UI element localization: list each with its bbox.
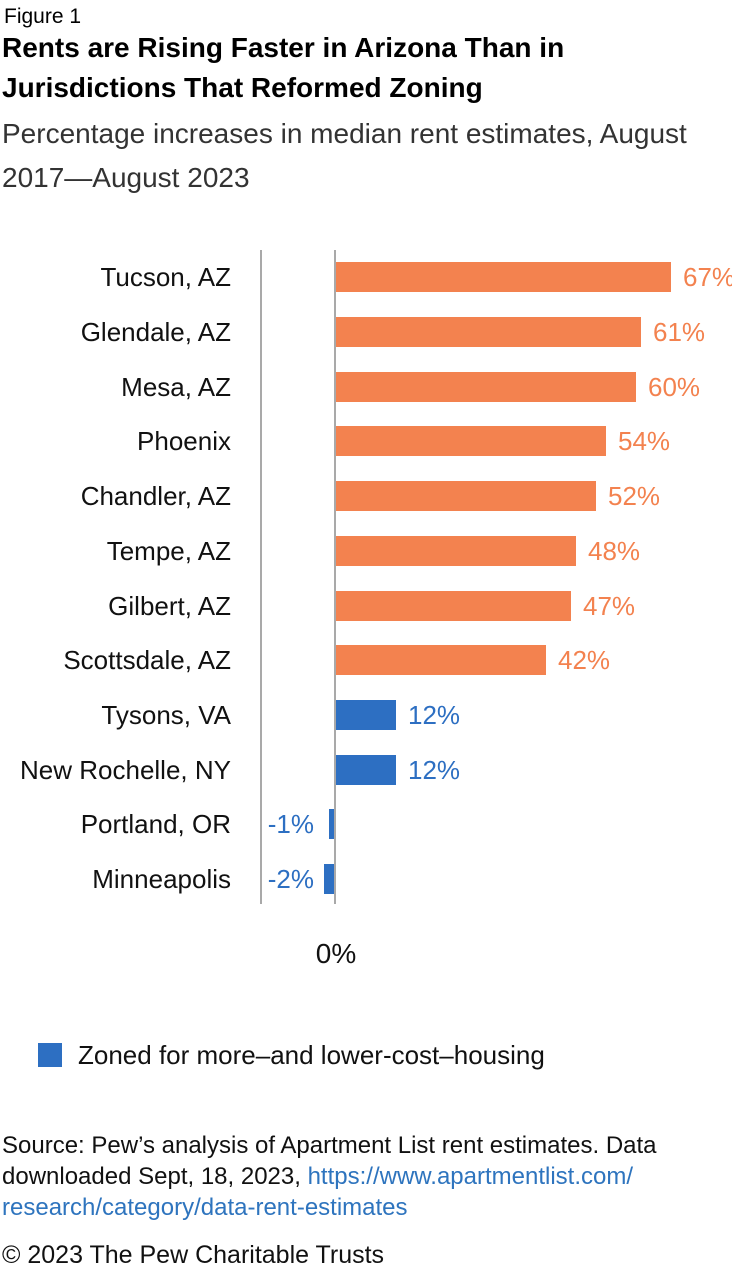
category-label-phoenix: Phoenix — [137, 426, 231, 456]
source-line1: Source: Pew’s analysis of Apartment List… — [2, 1132, 657, 1159]
value-label-gilbert-az: 47% — [583, 591, 636, 621]
source-link-domain[interactable]: https://www.apartmentlist.com/ — [307, 1163, 634, 1190]
bar-gilbert-az — [336, 591, 571, 621]
category-label-portland-or: Portland, OR — [80, 809, 231, 839]
category-label-mesa-az: Mesa, AZ — [121, 372, 231, 402]
source-link-path[interactable]: research/category/data-rent-estimates — [2, 1194, 408, 1221]
category-label-minneapolis: Minneapolis — [92, 864, 231, 894]
value-label-phoenix: 54% — [618, 426, 671, 456]
bar-minneapolis — [324, 864, 334, 894]
bar-tysons-va — [336, 700, 396, 730]
copyright: © 2023 The Pew Charitable Trusts — [2, 1241, 385, 1269]
value-label-tucson-az: 67% — [683, 262, 732, 292]
value-label-new-rochelle-ny: 12% — [408, 755, 461, 785]
category-label-new-rochelle-ny: New Rochelle, NY — [20, 755, 231, 785]
figure-label: Figure 1 — [4, 5, 82, 28]
value-label-tempe-az: 48% — [588, 536, 641, 566]
zero-baseline — [334, 250, 336, 904]
zero-tick-label: 0% — [315, 938, 357, 969]
chart-subtitle: Percentage increases in median rent esti… — [2, 118, 687, 193]
bar-glendale-az — [336, 317, 641, 347]
source-note: Source: Pew’s analysis of Apartment List… — [2, 1130, 712, 1223]
bar-chandler-az — [336, 481, 596, 511]
value-label-tysons-va: 12% — [408, 700, 461, 730]
source-line2-text: downloaded Sept, 18, 2023, — [2, 1163, 308, 1190]
value-label-mesa-az: 60% — [648, 372, 701, 402]
value-label-glendale-az: 61% — [653, 317, 706, 347]
bar-phoenix — [336, 426, 606, 456]
value-label-minneapolis: -2% — [267, 864, 314, 894]
category-label-tucson-az: Tucson, AZ — [100, 262, 231, 292]
category-label-chandler-az: Chandler, AZ — [80, 481, 231, 511]
legend-label: Zoned for more–and lower-cost–housing — [78, 1040, 545, 1070]
category-label-glendale-az: Glendale, AZ — [80, 317, 231, 347]
value-label-portland-or: -1% — [267, 809, 314, 839]
chart-title: Rents are Rising Faster in Arizona Than … — [2, 32, 565, 103]
category-label-tysons-va: Tysons, VA — [101, 700, 231, 730]
bar-scottsdale-az — [336, 645, 546, 675]
bar-new-rochelle-ny — [336, 755, 396, 785]
category-label-scottsdale-az: Scottsdale, AZ — [63, 645, 231, 675]
category-label-gilbert-az: Gilbert, AZ — [108, 591, 231, 621]
legend-swatch-icon — [38, 1043, 62, 1067]
bar-portland-or — [329, 809, 334, 839]
value-label-scottsdale-az: 42% — [558, 645, 611, 675]
bar-tucson-az — [336, 262, 671, 292]
bar-tempe-az — [336, 536, 576, 566]
y-axis-line — [260, 250, 262, 904]
category-label-tempe-az: Tempe, AZ — [106, 536, 231, 566]
value-label-chandler-az: 52% — [608, 481, 661, 511]
bar-mesa-az — [336, 372, 636, 402]
